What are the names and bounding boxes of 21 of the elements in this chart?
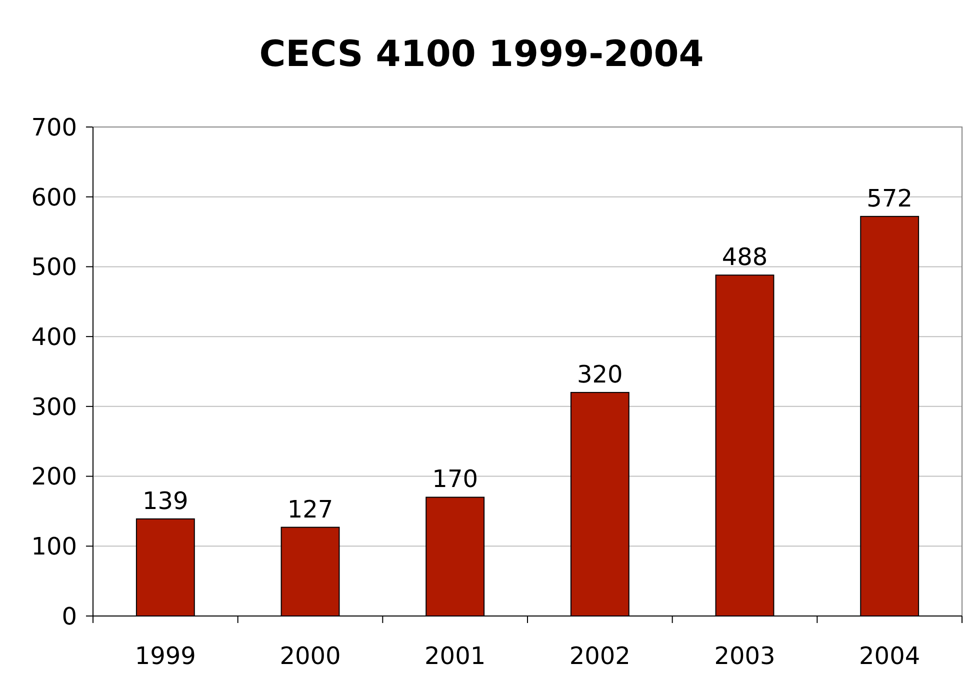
data-label: 139 xyxy=(142,486,188,515)
data-label: 488 xyxy=(722,243,768,272)
x-tick-label: 2004 xyxy=(859,642,920,670)
y-tick-label: 200 xyxy=(31,462,77,491)
x-tick-label: 2001 xyxy=(424,642,486,670)
data-label: 572 xyxy=(866,184,912,212)
x-tick-label: 2002 xyxy=(569,642,630,670)
data-label: 320 xyxy=(577,360,623,388)
data-label: 170 xyxy=(432,465,478,494)
y-tick-label: 400 xyxy=(31,322,77,351)
x-tick-label: 2003 xyxy=(714,642,776,670)
chart-title: CECS 4100 1999-2004 xyxy=(259,34,704,75)
x-tick-label: 1999 xyxy=(134,642,196,670)
y-tick-label: 100 xyxy=(31,532,77,561)
x-tick-label: 2000 xyxy=(280,642,341,670)
data-label: 127 xyxy=(287,495,334,524)
y-tick-label: 0 xyxy=(62,602,77,630)
y-tick-label: 300 xyxy=(31,392,77,421)
y-tick-label: 600 xyxy=(31,183,77,212)
y-tick-label: 700 xyxy=(31,113,77,142)
y-tick-label: 500 xyxy=(31,253,77,282)
